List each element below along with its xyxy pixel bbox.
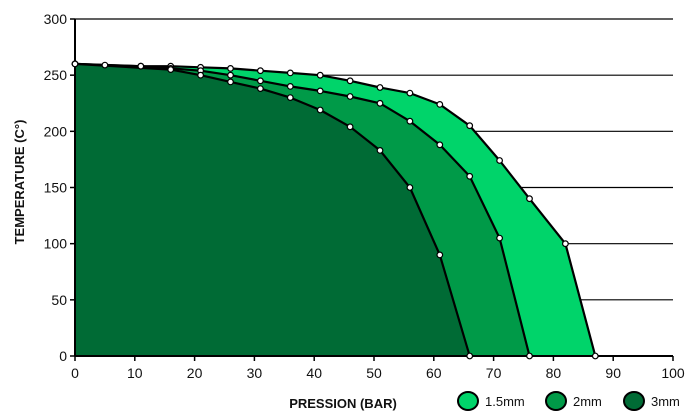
x-tick-label-10: 100 [661, 365, 685, 381]
series-1-point-7 [286, 69, 294, 77]
series-3-point-9 [406, 184, 414, 191]
series-1-point-14 [496, 157, 504, 164]
series-3-point-2 [197, 71, 205, 79]
y-axis-title: TEMPERATURE (C°) [12, 120, 27, 245]
series-1-point-15 [526, 195, 533, 203]
legend-label-1: 1.5mm [485, 394, 525, 409]
legend-item-1: 1.5mm [457, 391, 525, 411]
series-3-point-7 [346, 123, 354, 131]
y-tick-label-3: 150 [44, 180, 68, 196]
series-2-point-1 [137, 62, 145, 70]
series-area-3 [75, 63, 470, 357]
legend: 1.5mm 2mm 3mm [457, 391, 680, 411]
series-2-point-11 [436, 141, 444, 149]
series-1-point-17 [591, 352, 599, 360]
axes [70, 18, 674, 361]
legend-item-3: 3mm [623, 391, 680, 411]
series-1-point-12 [436, 100, 444, 108]
x-tick-label-3: 30 [247, 365, 263, 381]
x-tick-label-6: 60 [426, 365, 442, 381]
x-tick-label-1: 10 [127, 365, 143, 381]
series-3-point-10 [436, 251, 444, 259]
x-tick-label-4: 40 [306, 365, 322, 381]
legend-label-3: 3mm [651, 394, 680, 409]
series-3-point-11 [466, 352, 474, 360]
y-tick-label-5: 250 [44, 67, 68, 83]
series-3-point-6 [316, 106, 324, 114]
x-tick-label-8: 80 [546, 365, 562, 381]
y-tick-label-2: 100 [44, 236, 68, 252]
series-1-point-1 [101, 61, 109, 69]
x-tick-label-7: 70 [486, 365, 502, 381]
series-1-point-9 [346, 77, 354, 85]
x-tick-label-2: 20 [187, 365, 203, 381]
tick-labels: 0 50 100 150 200 250 300 0 10 20 30 40 50 60 70 80 90 100 [44, 11, 685, 381]
series-1-point-8 [316, 71, 324, 79]
series-1-point-6 [257, 67, 264, 75]
series-2-point-6 [286, 82, 294, 90]
series-3-point-5 [286, 94, 294, 101]
series-areas [74, 62, 597, 357]
series-2-point-12 [466, 172, 474, 180]
series-2-point-10 [406, 117, 414, 125]
x-tick-label-0: 0 [71, 365, 79, 381]
x-tick-label-9: 90 [605, 365, 621, 381]
series-2-point-7 [316, 87, 324, 95]
series-1-point-10 [376, 84, 384, 91]
legend-swatch-1 [457, 391, 479, 411]
x-axis-title: PRESSION (BAR) [289, 396, 397, 411]
series-2-point-14 [526, 352, 533, 360]
y-tick-label-0: 0 [59, 348, 67, 364]
series-line-1 [74, 62, 597, 357]
y-tick-label-1: 50 [51, 292, 67, 308]
series-1-point-16 [562, 240, 569, 248]
series-3-point-4 [257, 85, 264, 92]
series-3-point-1 [167, 66, 175, 73]
legend-item-2: 2mm [545, 391, 602, 411]
series-2-point-13 [496, 234, 504, 242]
series-line-3 [74, 62, 471, 357]
series-2-point-9 [376, 99, 384, 107]
legend-swatch-2 [545, 391, 567, 411]
legend-swatch-3 [623, 391, 645, 411]
series-3-point-0 [71, 60, 79, 68]
x-tick-label-5: 50 [366, 365, 382, 381]
series-3-point-3 [227, 78, 234, 86]
series-3-point-8 [376, 146, 384, 154]
series-1-point-13 [466, 122, 474, 130]
y-tick-label-6: 300 [44, 11, 68, 27]
series-2-point-8 [346, 93, 354, 100]
data-points [71, 60, 599, 360]
series-1-point-11 [406, 89, 414, 97]
series-1-point-5 [227, 64, 234, 72]
y-tick-label-4: 200 [44, 123, 68, 139]
legend-label-2: 2mm [573, 394, 602, 409]
series-2-point-4 [227, 71, 234, 79]
series-2-point-5 [257, 77, 264, 85]
